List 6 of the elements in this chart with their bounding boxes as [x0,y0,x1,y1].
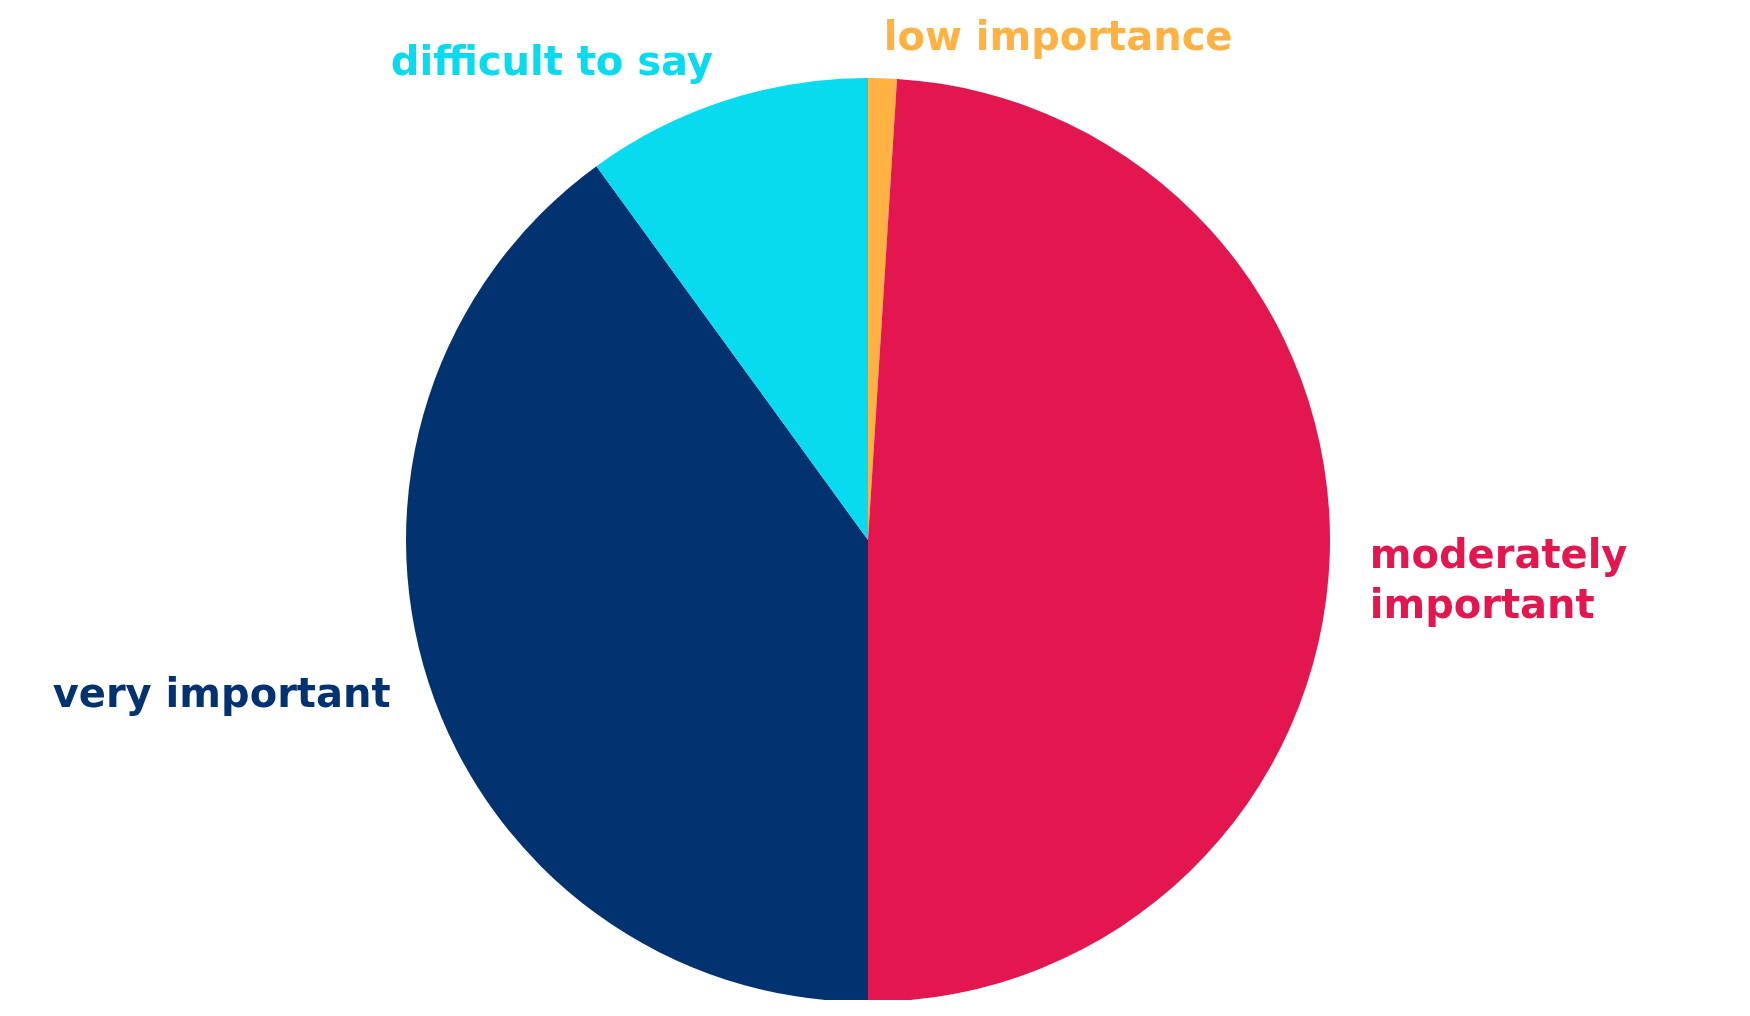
slice-label: very important [52,670,391,717]
pie-slice [406,166,868,1000]
slice-label: difficult to say [390,37,713,84]
pie-slice [868,78,1330,1000]
slice-label: low importance [883,13,1233,60]
slice-label: moderately important [1369,530,1628,627]
